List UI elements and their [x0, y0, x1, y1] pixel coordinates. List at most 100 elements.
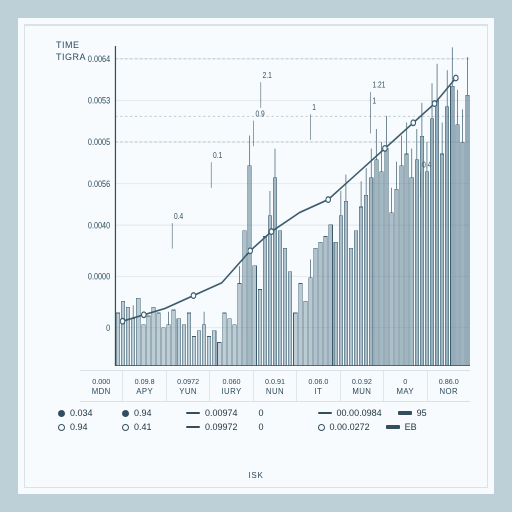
bar [390, 213, 394, 366]
legend-item: 0.09972 [186, 422, 238, 432]
legend-label: 0.94 [70, 422, 88, 432]
svg-text:0.0064: 0.0064 [88, 54, 111, 64]
legend-row-2: 0.940.410.0997200.00.0272EB [58, 422, 470, 432]
legend-label: 0.94 [134, 408, 152, 418]
bar [385, 148, 389, 366]
bar [299, 284, 303, 366]
bar [344, 201, 348, 366]
bar [324, 236, 328, 366]
bar [182, 325, 186, 366]
svg-text:2.1: 2.1 [263, 70, 272, 80]
bar [349, 248, 353, 366]
bar [425, 172, 429, 366]
bar [309, 278, 313, 366]
line-marker [269, 229, 274, 235]
bar [288, 272, 292, 366]
bar [131, 319, 135, 366]
bar [278, 231, 282, 366]
legend-swatch [186, 412, 200, 415]
line-marker [248, 248, 253, 254]
bar [197, 331, 201, 366]
bar [435, 101, 439, 366]
bar [116, 313, 120, 366]
legend-swatch [398, 411, 412, 415]
line-marker [120, 318, 125, 324]
x-axis-cell: 0MAY [383, 371, 426, 401]
bar [319, 242, 323, 366]
page-outer: TIME TIGRA 0.40.10.92.111.2110.4 0.00640… [0, 0, 512, 512]
line-marker [454, 75, 459, 81]
legend-label: 0.00974 [205, 408, 238, 418]
line-marker [432, 101, 437, 107]
bar [238, 284, 242, 366]
svg-text:0: 0 [106, 323, 111, 333]
bar [218, 342, 222, 366]
svg-text:0.1: 0.1 [213, 150, 222, 160]
bar [258, 289, 262, 366]
x-axis-cell: 0.060IURY [209, 371, 252, 401]
legend-swatch [122, 410, 129, 417]
svg-text:0.4: 0.4 [422, 160, 431, 170]
bar [268, 216, 272, 366]
bar [253, 266, 257, 366]
legend-item: 95 [398, 408, 446, 418]
svg-text:1: 1 [312, 102, 316, 112]
bar [420, 136, 424, 366]
x-axis-cell: 0.0.92MUN [340, 371, 383, 401]
legend-label: 00.00.0984 [337, 408, 382, 418]
bar [410, 178, 414, 366]
x-axis-cell: 0.000MDN [80, 371, 122, 401]
bar [177, 319, 181, 366]
svg-text:0.0040: 0.0040 [88, 221, 111, 231]
bar [354, 231, 358, 366]
svg-text:1: 1 [373, 96, 377, 106]
bar [339, 216, 343, 366]
bar [172, 310, 176, 366]
bar [157, 313, 161, 366]
legend-item: 00.00.0984 [318, 408, 382, 418]
x-axis-cell: 0.0.91NUN [253, 371, 296, 401]
legend-item: 0 [254, 408, 302, 418]
footer-label: ISK [18, 471, 494, 480]
bar [202, 325, 206, 366]
legend-swatch [58, 410, 65, 417]
x-axis-cell: 0.86.0NOR [427, 371, 470, 401]
bar [207, 337, 211, 366]
legend-swatch [386, 425, 400, 429]
bar [445, 107, 449, 366]
bar [212, 331, 216, 366]
legend: 0.034 0.94 0.00974 0 00.00.0984 95 0.94 0.41 0.… [58, 408, 470, 450]
bar [136, 298, 140, 366]
legend-label: 95 [417, 408, 427, 418]
bar [466, 95, 470, 366]
legend-swatch [186, 426, 200, 429]
legend-item: 0.94 [122, 408, 170, 418]
x-axis-cell: 0.0972YUN [166, 371, 209, 401]
legend-item: 0.41 [122, 422, 170, 432]
chart-svg: 0.40.10.92.111.2110.4 0.00640.00530.0005… [80, 46, 470, 366]
bar [293, 313, 297, 366]
svg-text:0.0005: 0.0005 [88, 138, 111, 148]
bar [126, 307, 130, 366]
legend-label: 0.00.0272 [330, 422, 370, 432]
bar [167, 325, 171, 366]
legend-label: 0 [259, 408, 264, 418]
svg-text:0.0056: 0.0056 [88, 179, 111, 189]
bar [121, 301, 125, 366]
x-axis-cell: 0.09.8APY [122, 371, 165, 401]
bar [263, 236, 267, 366]
line-marker [142, 312, 147, 318]
legend-label: EB [405, 422, 417, 432]
line-marker [191, 293, 196, 299]
bar [192, 337, 196, 366]
bar [187, 313, 191, 366]
svg-text:0.9: 0.9 [256, 109, 265, 119]
bar [456, 125, 460, 366]
legend-label: 0.09972 [205, 422, 238, 432]
legend-label: 0.41 [134, 422, 152, 432]
bar [369, 178, 373, 366]
bar [451, 86, 455, 366]
bar [314, 248, 318, 366]
bar [375, 160, 379, 366]
legend-label: 0.034 [70, 408, 93, 418]
